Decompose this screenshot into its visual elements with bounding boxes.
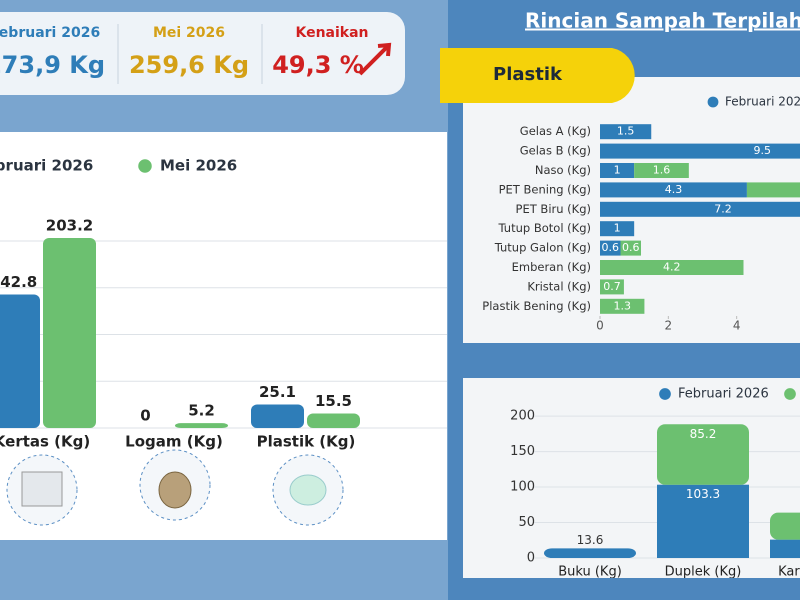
value-label: 0.7 — [603, 280, 621, 293]
y-tick-label: Gelas B (Kg) — [520, 144, 591, 158]
bar — [251, 404, 304, 428]
bar — [0, 294, 40, 428]
legend-label: Februari 2026 — [678, 387, 769, 402]
bar-segment — [620, 240, 641, 256]
x-tick-label: Duplek (Kg) — [665, 565, 742, 580]
kertas-icon-shape — [21, 471, 63, 507]
bar-segment — [770, 512, 800, 540]
y-tick-label: Naso (Kg) — [535, 163, 591, 177]
x-tick-label: Plastik (Kg) — [257, 433, 356, 451]
summary-box — [0, 12, 405, 95]
value-label: 1.5 — [617, 125, 635, 138]
page-title: Rincian Sampah Terpilah — [525, 9, 800, 33]
value-label: 5.2 — [188, 402, 215, 420]
y-tick-label: Plastik Bening (Kg) — [482, 299, 591, 313]
bar-segment — [600, 182, 747, 198]
bar — [43, 238, 96, 428]
value-label: 0 — [140, 407, 150, 425]
y-tick-label: 50 — [518, 515, 535, 530]
legend-label: Februari 2026 — [725, 95, 800, 109]
bar-segment — [600, 124, 652, 140]
x-tick-label: 4 — [733, 319, 741, 333]
legend-swatch — [138, 159, 152, 173]
y-tick-label: 0 — [527, 551, 535, 566]
summary-label: Februari 2026 — [0, 25, 100, 41]
summary-value: 49,3 % — [272, 51, 364, 79]
legend-swatch — [707, 96, 719, 108]
summary-value: 173,9 Kg — [0, 51, 105, 79]
y-tick-label: PET Bening (Kg) — [499, 182, 591, 196]
bar — [175, 423, 228, 428]
bar-segment — [600, 201, 800, 217]
bar-segment — [600, 221, 635, 237]
bar-segment — [600, 163, 635, 178]
y-tick-label: Emberan (Kg) — [512, 260, 591, 274]
x-tick-label: Buku (Kg) — [558, 565, 622, 580]
legend-swatch — [784, 388, 796, 400]
summary-value: 259,6 Kg — [129, 51, 249, 79]
value-label: 1.6 — [653, 164, 671, 177]
bar-segment — [600, 298, 645, 314]
y-tick-label: 200 — [510, 409, 535, 424]
value-label: 15.5 — [315, 392, 352, 410]
summary-label: Kenaikan — [295, 25, 368, 41]
y-tick-label: 150 — [510, 444, 535, 459]
value-label: 1 — [614, 164, 621, 177]
x-tick-label: Kardus (Kg) — [778, 565, 800, 580]
value-label: 142.8 — [0, 273, 37, 291]
y-tick-label: Tutup Botol (Kg) — [498, 221, 591, 235]
y-tick-label: Tutup Galon (Kg) — [494, 241, 591, 255]
bar-segment — [657, 484, 749, 558]
value-label: 0.6 — [602, 241, 620, 254]
x-tick-label: 2 — [665, 319, 673, 333]
y-tick-label: 100 — [510, 480, 535, 495]
value-label: 85.2 — [690, 427, 717, 441]
bar-segment — [600, 260, 744, 275]
y-tick-label: Gelas A (Kg) — [520, 124, 591, 138]
bar-segment — [746, 182, 800, 198]
y-tick-label: Kristal (Kg) — [527, 279, 591, 293]
legend-label: Februari 2026 — [0, 157, 93, 175]
bar-segment — [634, 163, 689, 178]
value-label: 1 — [614, 222, 621, 235]
bar-segment — [770, 539, 800, 558]
value-label: 1.3 — [613, 299, 631, 312]
bar-segment — [600, 279, 624, 295]
summary-label: Mei 2026 — [153, 25, 225, 41]
bar-segment — [600, 240, 621, 256]
bar-segment — [544, 548, 636, 558]
icons — [6, 449, 344, 526]
value-label: 13.6 — [577, 533, 604, 547]
logam-icon-shape — [158, 471, 192, 509]
value-label: 203.2 — [46, 217, 93, 235]
legend-label: Mei 2026 — [160, 157, 237, 175]
plastik-icon-shape — [289, 474, 327, 506]
section-title: Plastik — [493, 64, 563, 85]
bar — [307, 413, 360, 428]
value-label: 4.3 — [665, 183, 683, 196]
y-tick-label: PET Biru (Kg) — [516, 202, 591, 216]
x-tick-label: Logam (Kg) — [125, 433, 223, 451]
increase-icon — [358, 42, 392, 76]
value-label: 4.2 — [663, 261, 681, 274]
bar-segment — [600, 143, 800, 159]
chart-left: Februari 2026 Mei 2026 Kertas (Kg) 142.8 203… — [0, 157, 447, 451]
x-tick-label: Kertas (Kg) — [0, 433, 90, 451]
x-tick-label: 0 — [596, 319, 604, 333]
value-label: 25.1 — [259, 383, 296, 401]
section-tab — [440, 48, 635, 103]
value-label: 9.5 — [754, 144, 772, 157]
value-label: 0.6 — [622, 241, 640, 254]
bar-segment — [657, 424, 749, 485]
legend-swatch — [659, 388, 671, 400]
value-label: 103.3 — [686, 487, 720, 501]
value-label: 7.2 — [714, 202, 732, 215]
